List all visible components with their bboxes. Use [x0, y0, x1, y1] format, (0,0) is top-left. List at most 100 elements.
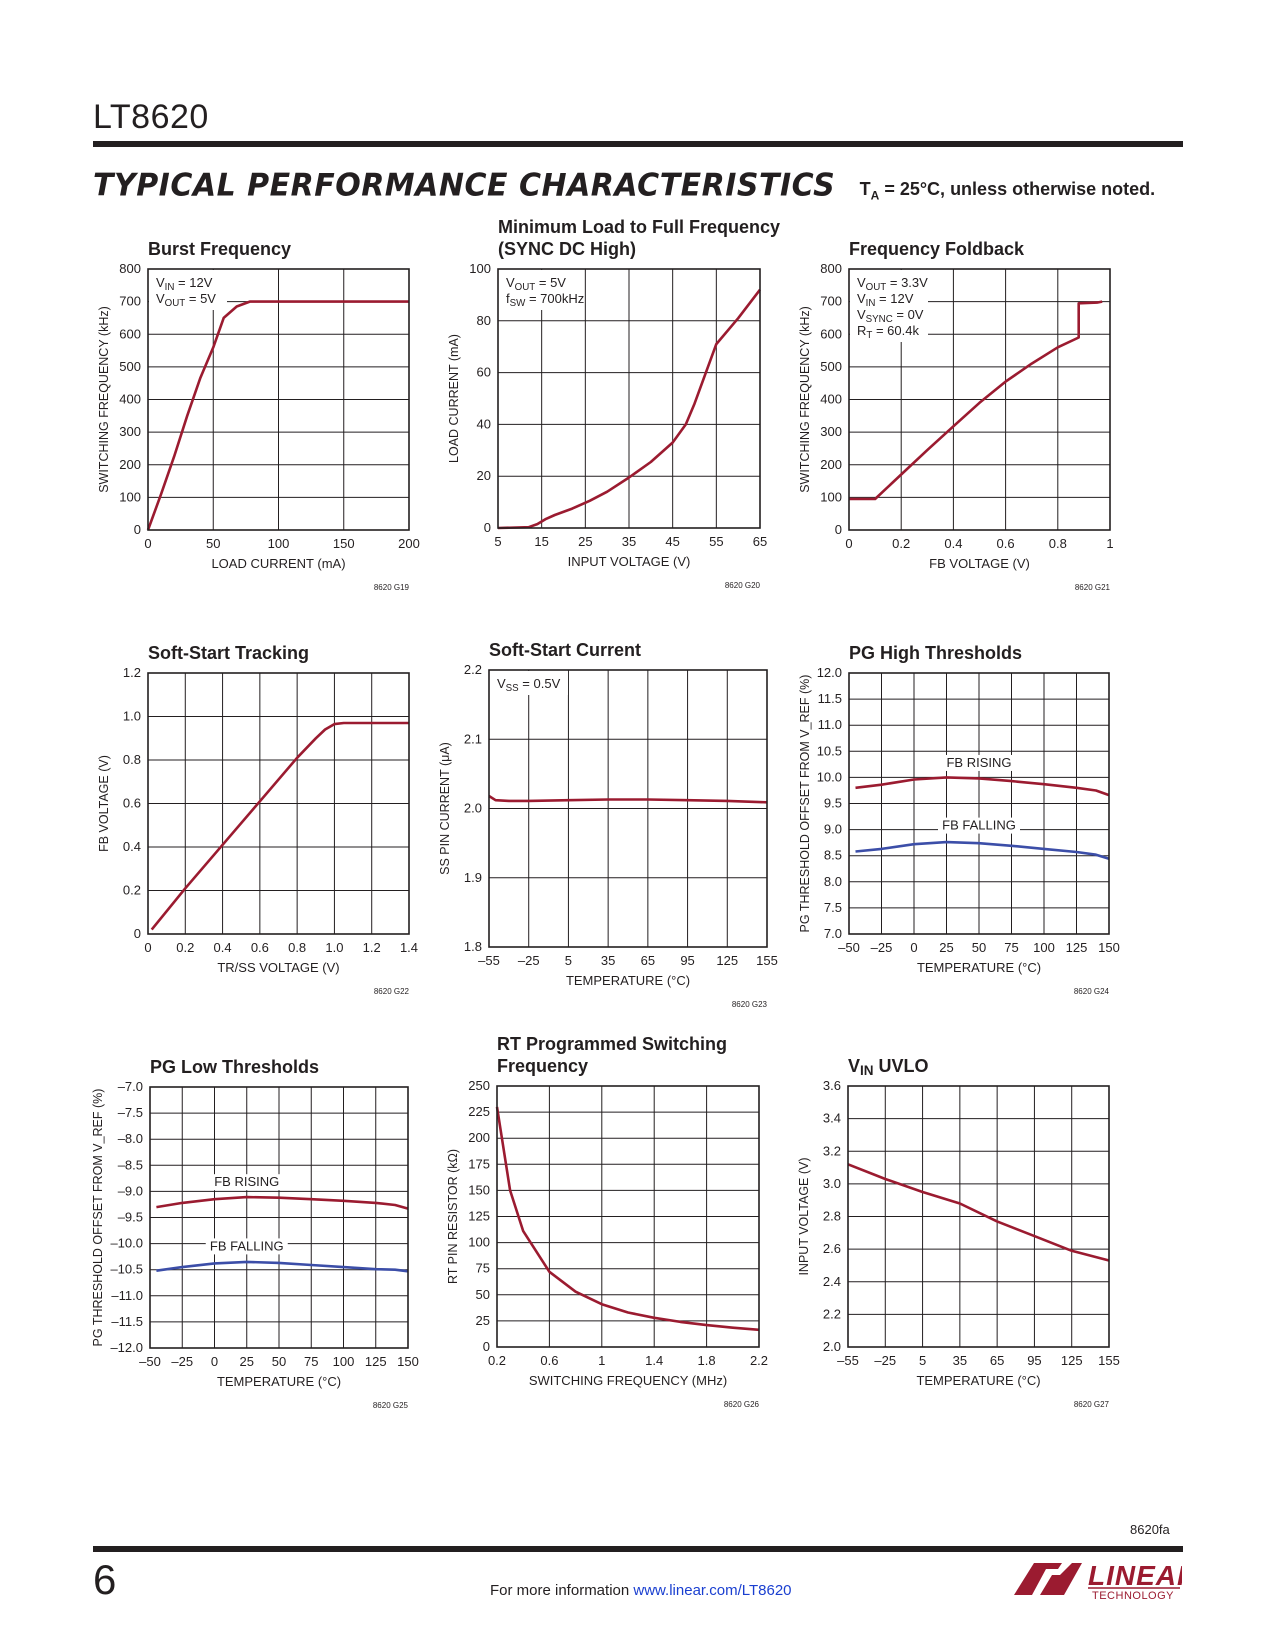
x-tick-label: 0.8 [1049, 536, 1067, 551]
series-line [156, 1260, 409, 1273]
y-tick-label: 200 [820, 457, 842, 472]
website-link[interactable]: www.linear.com/LT8620 [633, 1582, 792, 1599]
y-tick-label: 2.2 [823, 1306, 841, 1321]
top-rule [93, 141, 1183, 147]
x-tick-label: 200 [398, 536, 420, 551]
x-tick-label: –25 [171, 1354, 193, 1369]
chart-title: Minimum Load to Full Frequency [498, 217, 780, 237]
x-tick-label: 100 [333, 1354, 355, 1369]
x-tick-label: –25 [871, 940, 893, 955]
x-tick-label: 0 [144, 940, 151, 955]
y-tick-label: –7.0 [118, 1079, 143, 1094]
y-tick-label: 150 [468, 1182, 490, 1197]
x-tick-label: 35 [953, 1353, 967, 1368]
chart-g22: Soft-Start Tracking 0 0.2 0.4 0.6 0.8 1.0 1.2 1.… [97, 643, 418, 996]
x-axis-label: INPUT VOLTAGE (V) [568, 554, 691, 569]
x-tick-label: 1.8 [698, 1353, 716, 1368]
chart-note: VSS = 0.5V [497, 676, 561, 694]
x-tick-label: 25 [578, 534, 592, 549]
x-tick-label: 1 [598, 1353, 605, 1368]
chart-title: VIN UVLO [848, 1056, 929, 1078]
chart-title: (SYNC DC High) [498, 239, 636, 259]
y-tick-label: 300 [820, 424, 842, 439]
chart-title: PG Low Thresholds [150, 1057, 319, 1077]
x-tick-label: 125 [365, 1354, 387, 1369]
y-tick-label: 175 [468, 1156, 490, 1171]
chart-title: Soft-Start Current [489, 640, 641, 660]
series-line [847, 1163, 1110, 1262]
note-t: T [859, 179, 871, 199]
figure-code: 8620 G27 [1074, 1400, 1110, 1409]
series-line [849, 300, 1103, 501]
x-axis-label: TEMPERATURE (°C) [566, 973, 690, 988]
plot-frame [149, 1086, 409, 1349]
x-tick-label: 125 [716, 953, 738, 968]
section-header: TYPICAL PERFORMANCE CHARACTERISTICS TA =… [93, 167, 1155, 204]
x-tick-label: 125 [1061, 1353, 1083, 1368]
chart-note: fSW = 700kHz [506, 291, 584, 309]
page-number: 6 [93, 1556, 117, 1603]
y-tick-label: 2.4 [823, 1274, 841, 1289]
figure-code: 8620 G24 [1074, 987, 1110, 996]
x-tick-label: 150 [397, 1354, 419, 1369]
chart-note: VOUT = 5V [156, 291, 216, 309]
x-tick-label: 0.6 [540, 1353, 558, 1368]
y-tick-label: 700 [119, 294, 141, 309]
chart-title: Soft-Start Tracking [148, 643, 309, 663]
figure-code: 8620 G21 [1075, 583, 1111, 592]
y-axis-label: LOAD CURRENT (mA) [447, 334, 461, 463]
plot-frame [847, 1085, 1110, 1348]
series-line [156, 1195, 409, 1210]
x-tick-label: 35 [622, 534, 636, 549]
y-tick-label: –7.5 [118, 1105, 143, 1120]
y-tick-label: 0 [484, 520, 491, 535]
y-tick-label: 800 [119, 261, 141, 276]
y-tick-label: 2.1 [464, 731, 482, 746]
x-tick-label: 0.6 [997, 536, 1015, 551]
y-axis-label: SWITCHING FREQUENCY (kHz) [798, 306, 812, 493]
chart-g27: VIN UVLO –55 –25 5 35 65 95 125 155 2.0 2.2 2.4 2.6 2… [797, 1056, 1120, 1409]
plot-frame [848, 268, 1111, 531]
series-label: FB RISING [214, 1174, 279, 1189]
y-tick-label: 125 [468, 1209, 490, 1224]
y-tick-label: –8.5 [118, 1157, 143, 1172]
y-tick-label: 9.5 [824, 796, 842, 811]
chart-title: PG High Thresholds [849, 643, 1022, 663]
x-axis-label: TEMPERATURE (°C) [917, 960, 1041, 975]
x-tick-label: 1.4 [645, 1353, 663, 1368]
series-line [150, 721, 409, 931]
x-tick-label: 1.0 [325, 940, 343, 955]
y-tick-label: 8.0 [824, 874, 842, 889]
x-tick-label: 0 [910, 940, 917, 955]
x-tick-label: 95 [1027, 1353, 1041, 1368]
y-axis-label: SWITCHING FREQUENCY (kHz) [97, 306, 111, 493]
x-tick-label: –50 [139, 1354, 161, 1369]
y-tick-label: 2.2 [464, 662, 482, 677]
y-tick-label: 12.0 [817, 665, 842, 680]
y-tick-label: –8.0 [118, 1131, 143, 1146]
x-tick-label: 0.8 [288, 940, 306, 955]
chart-title: Frequency Foldback [849, 239, 1025, 259]
chart-note: VSYNC = 0V [857, 307, 924, 325]
y-tick-label: –9.5 [118, 1210, 143, 1225]
x-tick-label: 0.4 [944, 536, 962, 551]
y-axis-label: INPUT VOLTAGE (V) [797, 1157, 811, 1275]
y-tick-label: –10.0 [110, 1236, 143, 1251]
x-tick-label: 25 [240, 1354, 254, 1369]
y-tick-label: 225 [468, 1104, 490, 1119]
y-tick-label: 200 [468, 1130, 490, 1145]
x-tick-label: 50 [206, 536, 220, 551]
series-line [855, 840, 1110, 861]
note-box [850, 270, 928, 342]
note-box [490, 671, 568, 695]
figure-code: 8620 G20 [725, 581, 761, 590]
y-tick-label: 0.6 [123, 796, 141, 811]
chart-title: Frequency [497, 1056, 588, 1076]
x-tick-label: 65 [990, 1353, 1004, 1368]
y-axis-label: RT PIN RESISTOR (kΩ) [446, 1149, 460, 1284]
label-bg [209, 1174, 284, 1191]
x-tick-label: 75 [304, 1354, 318, 1369]
